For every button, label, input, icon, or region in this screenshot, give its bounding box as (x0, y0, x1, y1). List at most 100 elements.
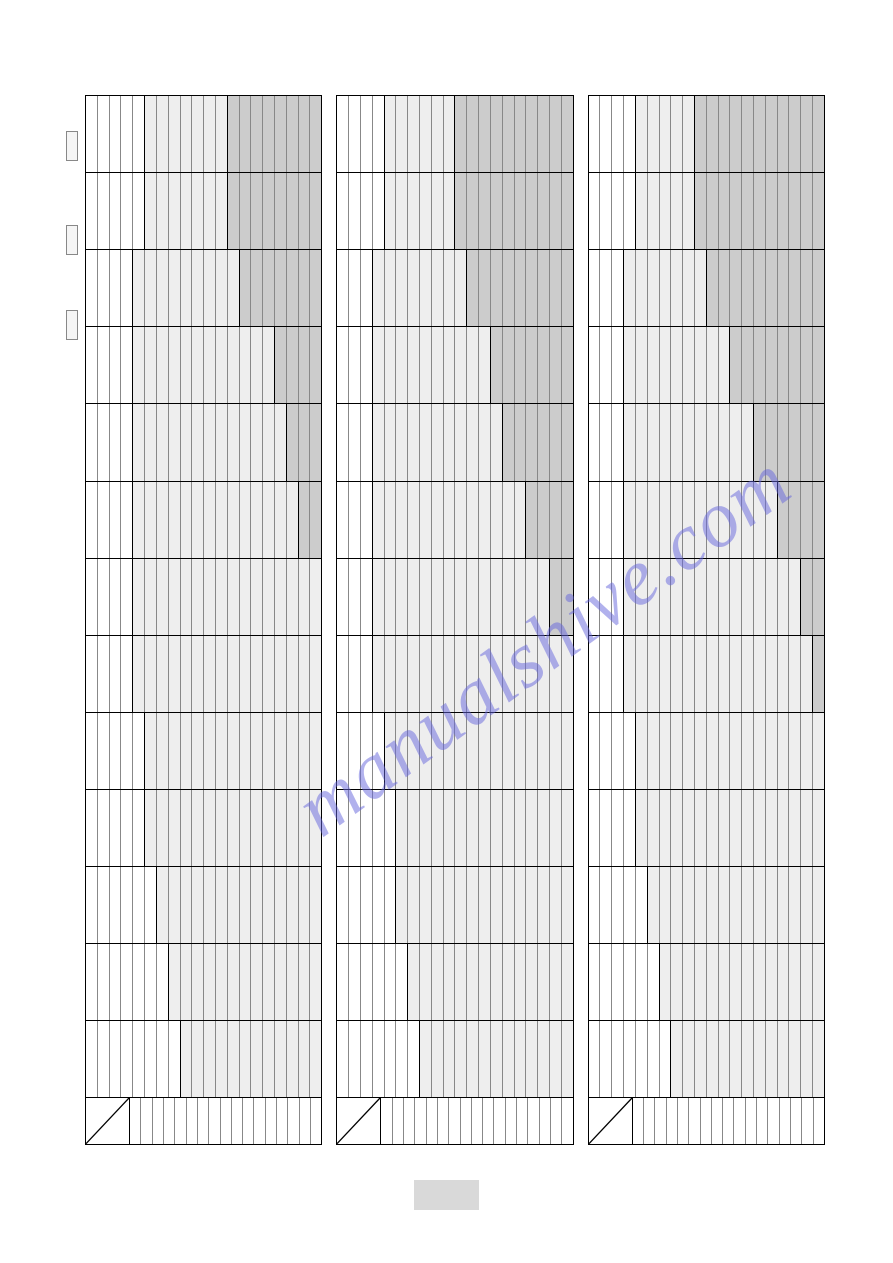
cell (671, 867, 683, 943)
cell (491, 173, 503, 249)
cell (801, 867, 813, 943)
cell (86, 636, 98, 712)
cell (228, 867, 240, 943)
footer-cell (791, 1098, 802, 1144)
cell (240, 867, 252, 943)
cell (479, 250, 491, 326)
cell (636, 867, 648, 943)
cell (455, 713, 467, 789)
cell (707, 482, 719, 558)
cell (778, 790, 790, 866)
cell (515, 559, 527, 635)
cell (181, 173, 193, 249)
segment (589, 712, 824, 789)
cell (503, 96, 515, 172)
cell (337, 944, 349, 1020)
footer-row (86, 1097, 321, 1144)
cell (515, 250, 527, 326)
cell (742, 636, 754, 712)
cell (432, 173, 444, 249)
cell (730, 173, 742, 249)
cell (562, 636, 573, 712)
segment (86, 481, 321, 558)
cell (550, 867, 562, 943)
segment (86, 943, 321, 1020)
cell (503, 173, 515, 249)
cell (263, 250, 275, 326)
cell (730, 713, 742, 789)
cell (408, 790, 420, 866)
cell (562, 96, 573, 172)
segment (337, 1020, 572, 1097)
cell (337, 250, 349, 326)
cell (813, 250, 824, 326)
cell (707, 327, 719, 403)
cell (385, 1021, 397, 1097)
cell (373, 944, 385, 1020)
cell (550, 327, 562, 403)
cell (216, 250, 228, 326)
cell (145, 482, 157, 558)
cell (707, 559, 719, 635)
footer-cell (517, 1098, 528, 1144)
cell (420, 327, 432, 403)
cell (479, 559, 491, 635)
cell (589, 404, 601, 480)
cell (742, 1021, 754, 1097)
cell (396, 404, 408, 480)
footer-cell (404, 1098, 415, 1144)
cell (337, 173, 349, 249)
cell (133, 250, 145, 326)
cell (813, 404, 824, 480)
cell (589, 1021, 601, 1097)
cell (121, 327, 133, 403)
footer-cell (551, 1098, 562, 1144)
cell (361, 944, 373, 1020)
footer-cell (678, 1098, 689, 1144)
segment (337, 866, 572, 943)
cell (216, 790, 228, 866)
cell (766, 327, 778, 403)
cell (133, 327, 145, 403)
cell (169, 713, 181, 789)
cell (801, 327, 813, 403)
cell (228, 790, 240, 866)
cell (373, 636, 385, 712)
cell (240, 250, 252, 326)
cell (683, 867, 695, 943)
column-strip (337, 404, 572, 480)
cell (719, 404, 731, 480)
cell (503, 790, 515, 866)
cell (538, 327, 550, 403)
cell (86, 250, 98, 326)
cell (695, 250, 707, 326)
cell (660, 944, 672, 1020)
panel-1 (85, 95, 322, 1145)
cell (310, 173, 321, 249)
cell (263, 404, 275, 480)
cell (444, 1021, 456, 1097)
cell (157, 404, 169, 480)
cell (719, 96, 731, 172)
cell (432, 944, 444, 1020)
cell (467, 250, 479, 326)
cell (467, 482, 479, 558)
cell (349, 713, 361, 789)
cell (707, 96, 719, 172)
cell (408, 173, 420, 249)
cell (589, 250, 601, 326)
cell (671, 636, 683, 712)
footer-cell (780, 1098, 791, 1144)
cell (420, 944, 432, 1020)
footer-cell (528, 1098, 539, 1144)
footer-cell (494, 1098, 505, 1144)
cell (157, 482, 169, 558)
cell (515, 173, 527, 249)
cell (86, 327, 98, 403)
cell (192, 559, 204, 635)
footer-cell (449, 1098, 460, 1144)
cell (361, 713, 373, 789)
footer-cell (393, 1098, 404, 1144)
footer-cell (746, 1098, 757, 1144)
cell (526, 867, 538, 943)
